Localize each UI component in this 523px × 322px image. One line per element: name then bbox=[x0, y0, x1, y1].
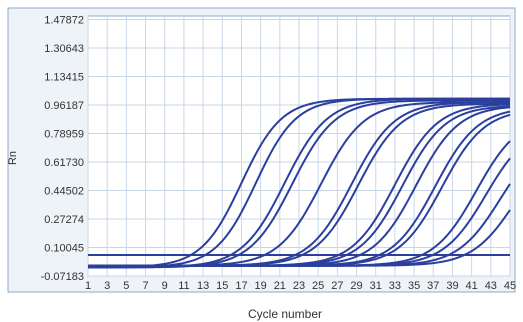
y-tick-labels: -0.07183 0.10045 0.27274 0.44502 0.61730 0.78… bbox=[41, 15, 84, 283]
grid bbox=[87, 16, 511, 277]
x-tick-label: 9 bbox=[162, 280, 168, 292]
x-tick-label: 5 bbox=[123, 280, 129, 292]
x-tick-label: 35 bbox=[408, 280, 420, 292]
x-tick-label: 25 bbox=[312, 280, 324, 292]
amplification-curve-16 bbox=[88, 209, 511, 267]
x-tick-label: 17 bbox=[235, 280, 247, 292]
y-tick-label: 0.44502 bbox=[44, 186, 84, 198]
x-axis-label: Cycle number bbox=[248, 307, 322, 321]
x-tick-label: 33 bbox=[389, 280, 401, 292]
x-tick-label: 15 bbox=[216, 280, 228, 292]
amplification-curve-4 bbox=[87, 99, 510, 269]
x-tick-label: 37 bbox=[427, 280, 439, 292]
y-tick-label: 1.47872 bbox=[44, 15, 84, 27]
y-tick-label: 0.78959 bbox=[44, 129, 84, 141]
x-tick-label: 13 bbox=[197, 280, 209, 292]
y-tick-label: 1.30643 bbox=[44, 43, 84, 55]
x-tick-labels: 1 3 5 7 9 11 13 15 17 19 21 23 25 27 29 31 33 35 37 39 41 43 4… bbox=[85, 280, 516, 292]
x-tick-label: 45 bbox=[504, 280, 516, 292]
y-tick-label: 0.61730 bbox=[44, 157, 84, 169]
x-tick-label: 27 bbox=[331, 280, 343, 292]
x-tick-label: 31 bbox=[370, 280, 382, 292]
x-tick-label: 1 bbox=[85, 280, 91, 292]
y-tick-label: 0.27274 bbox=[44, 214, 84, 226]
y-tick-label: 0.10045 bbox=[44, 243, 84, 255]
y-tick-label: -0.07183 bbox=[41, 271, 84, 283]
y-tick-label: 1.13415 bbox=[44, 72, 84, 84]
y-axis-label: Rn bbox=[7, 151, 19, 165]
x-tick-label: 3 bbox=[104, 280, 110, 292]
x-tick-label: 39 bbox=[446, 280, 458, 292]
x-tick-label: 19 bbox=[255, 280, 267, 292]
x-tick-label: 21 bbox=[274, 280, 286, 292]
amplification-curves bbox=[87, 97, 511, 269]
x-tick-label: 23 bbox=[293, 280, 305, 292]
x-tick-label: 7 bbox=[142, 280, 148, 292]
x-tick-label: 41 bbox=[466, 280, 478, 292]
x-tick-label: 29 bbox=[350, 280, 362, 292]
x-tick-label: 11 bbox=[178, 280, 189, 292]
x-tick-label: 43 bbox=[485, 280, 497, 292]
y-tick-label: 0.96187 bbox=[44, 100, 84, 112]
